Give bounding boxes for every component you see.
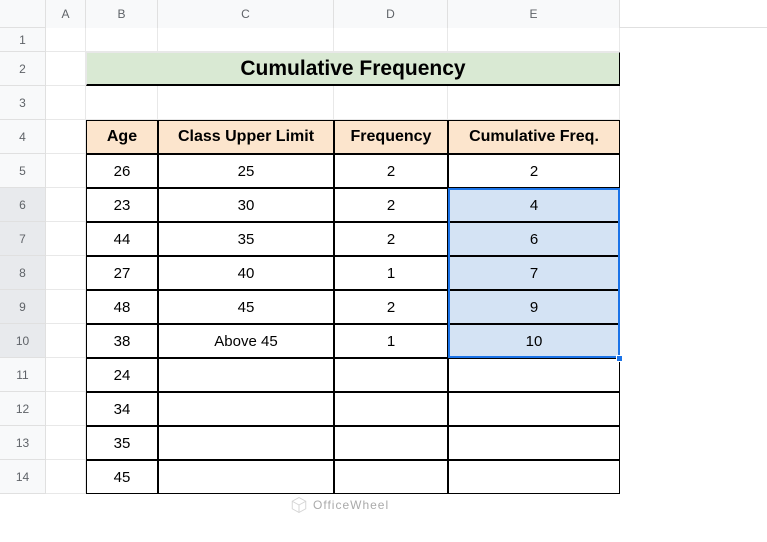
row-header-12[interactable]: 12 [0, 392, 46, 426]
spreadsheet: A B C D E 1 2 3 4 5 6 7 8 9 10 11 12 13 … [0, 0, 767, 542]
cell-D1[interactable] [334, 28, 448, 52]
cell-B5[interactable]: 26 [86, 154, 158, 188]
cell-B7[interactable]: 44 [86, 222, 158, 256]
cell-C6[interactable]: 30 [158, 188, 334, 222]
cell-C13[interactable] [158, 426, 334, 460]
col-header-D[interactable]: D [334, 0, 448, 28]
cell-E12[interactable] [448, 392, 620, 426]
watermark-text: OfficeWheel [313, 498, 389, 512]
logo-icon [290, 496, 308, 514]
cell-D6[interactable]: 2 [334, 188, 448, 222]
cell-C1[interactable] [158, 28, 334, 52]
cell-C10[interactable]: Above 45 [158, 324, 334, 358]
cell-B11[interactable]: 24 [86, 358, 158, 392]
cell-D8[interactable]: 1 [334, 256, 448, 290]
cell-B9[interactable]: 48 [86, 290, 158, 324]
cell-C7[interactable]: 35 [158, 222, 334, 256]
col-header-C[interactable]: C [158, 0, 334, 28]
cell-B8[interactable]: 27 [86, 256, 158, 290]
row-header-11[interactable]: 11 [0, 358, 46, 392]
row-header-8[interactable]: 8 [0, 256, 46, 290]
header-upper[interactable]: Class Upper Limit [158, 120, 334, 154]
cell-C8[interactable]: 40 [158, 256, 334, 290]
cell-E8[interactable]: 7 [448, 256, 620, 290]
grid-cells: Cumulative Frequency Age Class Upper Lim… [46, 28, 620, 494]
row-header-2[interactable]: 2 [0, 52, 46, 86]
cell-D11[interactable] [334, 358, 448, 392]
row-header-14[interactable]: 14 [0, 460, 46, 494]
cell-B1[interactable] [86, 28, 158, 52]
row-header-6[interactable]: 6 [0, 188, 46, 222]
row-header-4[interactable]: 4 [0, 120, 46, 154]
row-header-10[interactable]: 10 [0, 324, 46, 358]
cell-E10[interactable]: 10 [448, 324, 620, 358]
cell-A7[interactable] [46, 222, 86, 256]
cell-A4[interactable] [46, 120, 86, 154]
selection-fill-handle[interactable] [616, 355, 623, 362]
cell-A2[interactable] [46, 52, 86, 86]
cell-C5[interactable]: 25 [158, 154, 334, 188]
cell-B14[interactable]: 45 [86, 460, 158, 494]
title-cell[interactable]: Cumulative Frequency [86, 52, 620, 86]
header-cum[interactable]: Cumulative Freq. [448, 120, 620, 154]
cell-A5[interactable] [46, 154, 86, 188]
cell-A11[interactable] [46, 358, 86, 392]
cell-C3[interactable] [158, 86, 334, 120]
cell-A6[interactable] [46, 188, 86, 222]
cell-C9[interactable]: 45 [158, 290, 334, 324]
row-header-1[interactable]: 1 [0, 28, 46, 52]
header-age[interactable]: Age [86, 120, 158, 154]
col-header-E[interactable]: E [448, 0, 620, 28]
col-header-B[interactable]: B [86, 0, 158, 28]
row-header-3[interactable]: 3 [0, 86, 46, 120]
cell-B13[interactable]: 35 [86, 426, 158, 460]
cell-B6[interactable]: 23 [86, 188, 158, 222]
cell-A1[interactable] [46, 28, 86, 52]
cell-A12[interactable] [46, 392, 86, 426]
cell-A14[interactable] [46, 460, 86, 494]
row-header-9[interactable]: 9 [0, 290, 46, 324]
cell-D3[interactable] [334, 86, 448, 120]
cell-C14[interactable] [158, 460, 334, 494]
cell-A8[interactable] [46, 256, 86, 290]
cell-D10[interactable]: 1 [334, 324, 448, 358]
cell-E9[interactable]: 9 [448, 290, 620, 324]
cell-C11[interactable] [158, 358, 334, 392]
cell-E7[interactable]: 6 [448, 222, 620, 256]
cell-E13[interactable] [448, 426, 620, 460]
cell-D7[interactable]: 2 [334, 222, 448, 256]
cell-A9[interactable] [46, 290, 86, 324]
watermark: OfficeWheel [290, 496, 389, 514]
cell-E3[interactable] [448, 86, 620, 120]
cell-E1[interactable] [448, 28, 620, 52]
cell-E11[interactable] [448, 358, 620, 392]
cell-D13[interactable] [334, 426, 448, 460]
cell-E14[interactable] [448, 460, 620, 494]
cell-A3[interactable] [46, 86, 86, 120]
cell-A13[interactable] [46, 426, 86, 460]
cell-B10[interactable]: 38 [86, 324, 158, 358]
cell-D9[interactable]: 2 [334, 290, 448, 324]
col-header-A[interactable]: A [46, 0, 86, 28]
cell-D12[interactable] [334, 392, 448, 426]
column-headers: A B C D E [0, 0, 767, 28]
row-header-7[interactable]: 7 [0, 222, 46, 256]
cell-D14[interactable] [334, 460, 448, 494]
cell-C12[interactable] [158, 392, 334, 426]
cell-B3[interactable] [86, 86, 158, 120]
cell-B12[interactable]: 34 [86, 392, 158, 426]
row-header-13[interactable]: 13 [0, 426, 46, 460]
corner-select-all[interactable] [0, 0, 46, 28]
cell-E6[interactable]: 4 [448, 188, 620, 222]
cell-A10[interactable] [46, 324, 86, 358]
row-header-5[interactable]: 5 [0, 154, 46, 188]
row-headers: 1 2 3 4 5 6 7 8 9 10 11 12 13 14 [0, 28, 46, 494]
cell-D5[interactable]: 2 [334, 154, 448, 188]
cell-E5[interactable]: 2 [448, 154, 620, 188]
header-freq[interactable]: Frequency [334, 120, 448, 154]
